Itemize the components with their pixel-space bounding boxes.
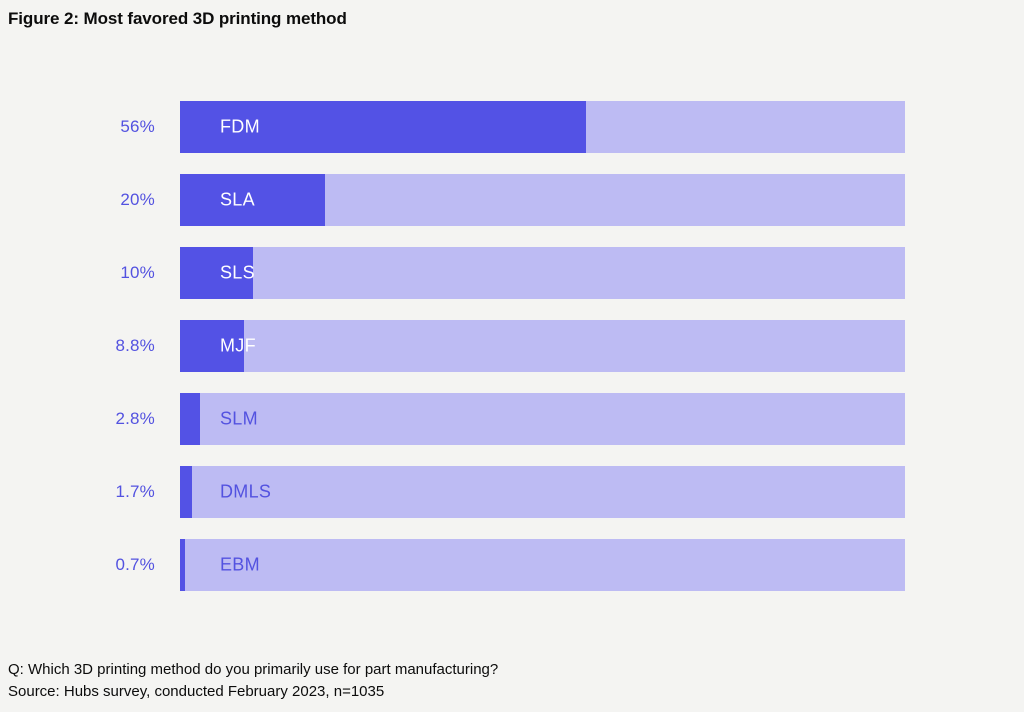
value-label: 20%: [120, 190, 155, 209]
category-label: EBM: [220, 554, 260, 575]
figure-footnote: Q: Which 3D printing method do you prima…: [8, 659, 498, 703]
category-label: SLA: [220, 189, 255, 210]
category-label: DMLS: [220, 481, 272, 502]
bar-track: DMLS: [180, 466, 905, 518]
category-label: FDM: [220, 116, 260, 137]
figure-title: Figure 2: Most favored 3D printing metho…: [8, 9, 347, 28]
category-label: SLS: [220, 262, 255, 283]
bar-track: MJF: [180, 320, 905, 372]
chart-row: 0.7% EBM: [8, 539, 905, 591]
footnote-question: Q: Which 3D printing method do you prima…: [8, 661, 499, 678]
chart-row: 8.8% MJF: [8, 320, 905, 372]
value-label: 56%: [120, 117, 155, 136]
chart-row: 20% SLA: [8, 174, 905, 226]
bar-fill: [180, 539, 186, 591]
bar-track: SLA: [180, 174, 905, 226]
bar-fill: [180, 393, 201, 445]
category-label: SLM: [220, 408, 258, 429]
bar-fill: [180, 101, 586, 153]
bar-chart: 56% FDM 20% SLA 10% SLS 8.8% MJF 2.8% SLM 1.7% DMLS…: [8, 101, 905, 591]
bar-fill: [180, 320, 244, 372]
chart-row: 10% SLS: [8, 247, 905, 299]
bar-track: SLS: [180, 247, 905, 299]
bar-fill: [180, 174, 325, 226]
footnote-source: Source: Hubs survey, conducted February …: [8, 683, 385, 700]
bar-track: FDM: [180, 101, 905, 153]
chart-row: 56% FDM: [8, 101, 905, 153]
bar-fill: [180, 466, 193, 518]
chart-row: 2.8% SLM: [8, 393, 905, 445]
bar-track: EBM: [180, 539, 905, 591]
chart-row: 1.7% DMLS: [8, 466, 905, 518]
category-label: MJF: [220, 335, 256, 356]
value-label: 10%: [120, 263, 155, 282]
value-label: 8.8%: [115, 336, 155, 355]
value-label: 0.7%: [115, 555, 155, 574]
bar-track: SLM: [180, 393, 905, 445]
value-label: 2.8%: [115, 409, 155, 428]
value-label: 1.7%: [115, 482, 155, 501]
bar-fill: [180, 247, 253, 299]
